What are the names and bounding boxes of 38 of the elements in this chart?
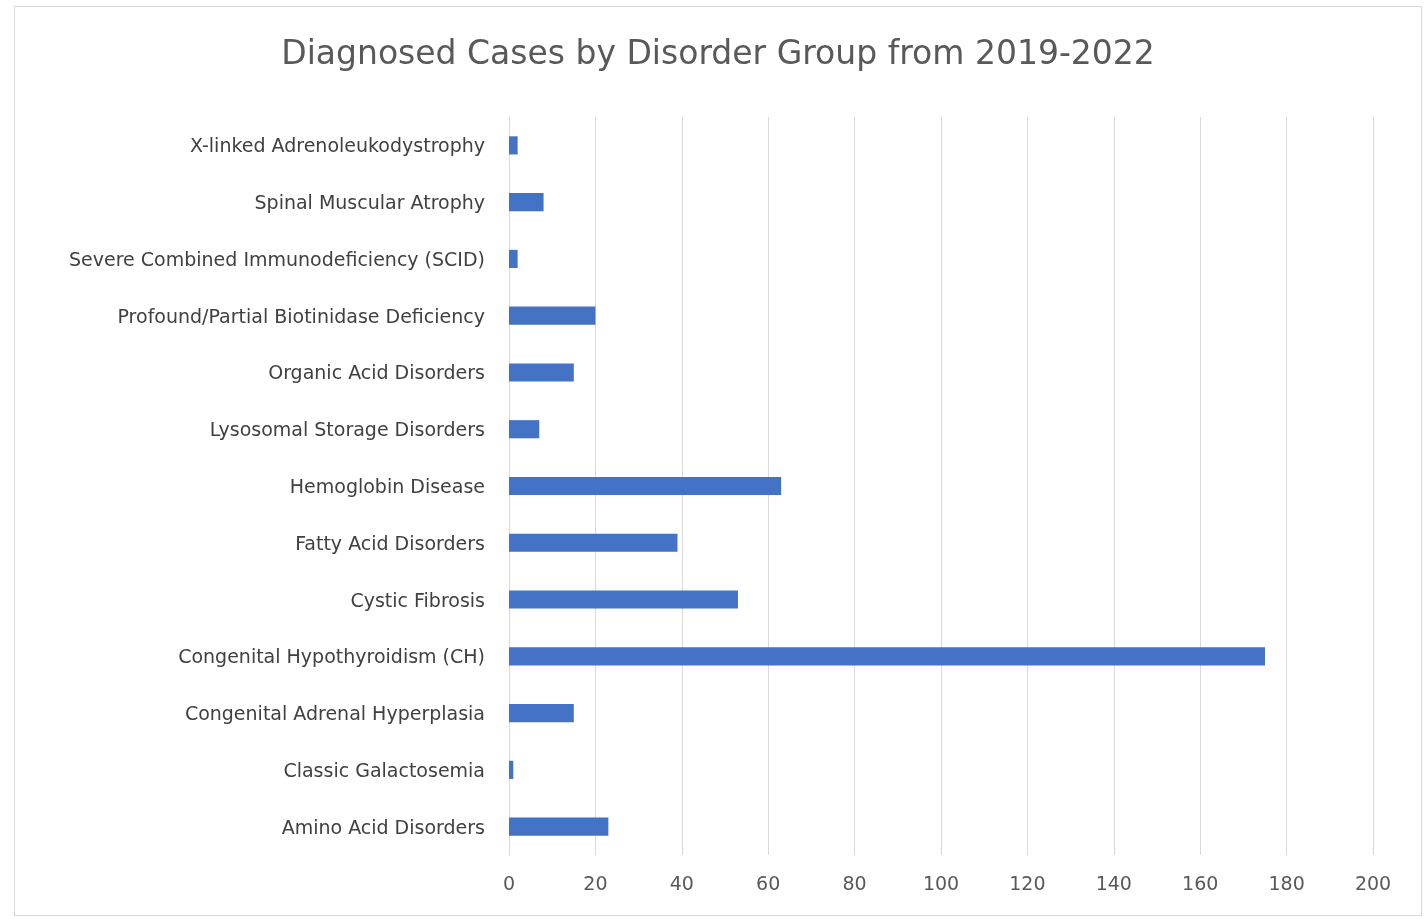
- bar: [509, 817, 609, 836]
- y-tick-label: Organic Acid Disorders: [268, 361, 485, 384]
- y-tick-label: Severe Combined Immunodeficiency (SCID): [69, 247, 485, 270]
- bar: [509, 420, 540, 439]
- x-tick-label: 100: [922, 871, 960, 894]
- x-tick-label: 40: [669, 871, 694, 894]
- y-tick-label: Profound/Partial Biotinidase Deficiency: [117, 304, 485, 327]
- chart-title: Diagnosed Cases by Disorder Group from 2019-2022: [281, 33, 1155, 72]
- y-tick-label: Spinal Muscular Atrophy: [254, 191, 485, 214]
- x-tick-label: 160: [1182, 871, 1219, 894]
- x-tick-label: 80: [842, 871, 867, 894]
- y-tick-label: Hemoglobin Disease: [289, 475, 485, 497]
- bar: [509, 760, 514, 779]
- x-tick-label: 120: [1009, 871, 1046, 894]
- bar: [509, 363, 574, 382]
- x-tick-label: 140: [1095, 871, 1132, 894]
- x-tick-label: 60: [756, 871, 781, 894]
- bar: [509, 136, 518, 155]
- y-tick-label: Cystic Fibrosis: [350, 588, 485, 611]
- bar: [509, 249, 518, 269]
- bar: [509, 306, 596, 325]
- x-tick-label: 0: [502, 871, 516, 894]
- bar: [509, 703, 574, 723]
- bar: [509, 476, 782, 496]
- y-tick-label: Classic Galactosemia: [283, 758, 485, 781]
- y-tick-label: Congenital Adrenal Hyperplasia: [184, 702, 485, 725]
- y-tick-label: Lysosomal Storage Disorders: [209, 418, 485, 441]
- y-tick-label: Amino Acid Disorders: [281, 815, 485, 838]
- y-tick-label: Fatty Acid Disorders: [295, 531, 485, 554]
- bar: [509, 193, 544, 212]
- y-tick-label: Congenital Hypothyroidism (CH): [178, 645, 485, 668]
- bar: [509, 533, 678, 552]
- bar: [509, 590, 738, 609]
- bar: [509, 647, 1265, 666]
- x-tick-label: 200: [1354, 871, 1392, 894]
- y-tick-label: X-linked Adrenoleukodystrophy: [189, 134, 485, 157]
- x-tick-label: 20: [583, 871, 608, 894]
- x-tick-label: 180: [1268, 871, 1305, 894]
